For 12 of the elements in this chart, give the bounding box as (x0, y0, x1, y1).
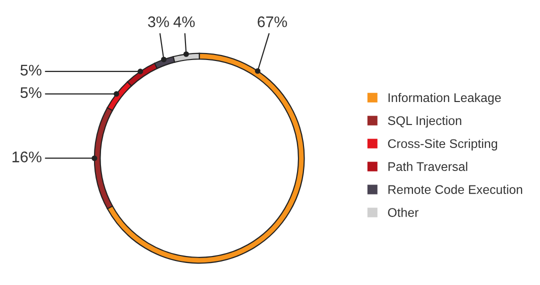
data-label: 5% (20, 87, 42, 98)
legend-label: Path Traversal (388, 162, 468, 172)
legend-label: SQL Injection (388, 116, 462, 128)
legend-label: Cross-Site Scripting (388, 138, 498, 151)
data-label: 67% (258, 16, 287, 28)
data-label: 4% (174, 16, 195, 28)
legend-label: Other (388, 208, 418, 217)
data-label: 16% (12, 152, 42, 162)
legend-label: Information Leakage (388, 92, 501, 105)
data-label: 3% (148, 16, 169, 28)
legend-label: Remote Code Execution (388, 184, 522, 194)
data-label: 5% (20, 64, 42, 76)
